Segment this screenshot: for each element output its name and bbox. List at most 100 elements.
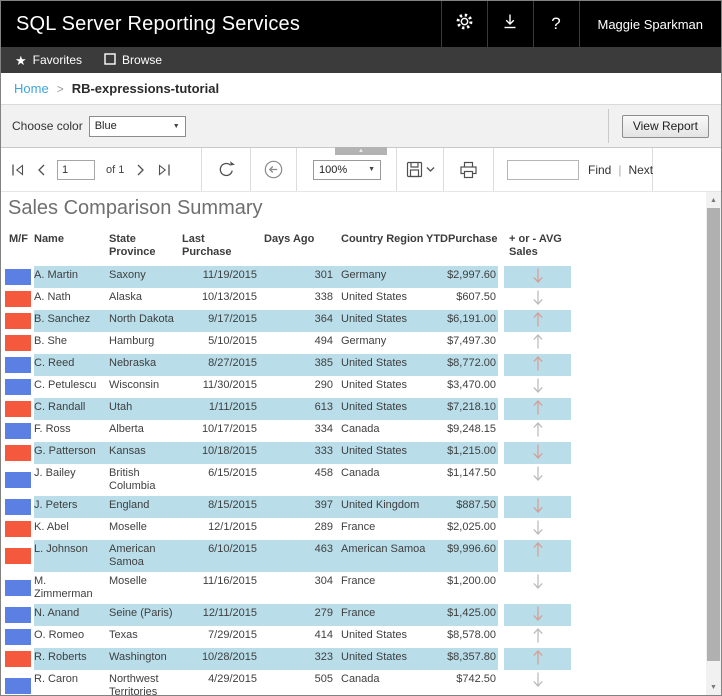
female-indicator bbox=[5, 401, 31, 417]
cell-name: C. Randall bbox=[34, 401, 86, 413]
zoom-select[interactable]: 100% ▼ bbox=[313, 159, 381, 180]
last-page-button[interactable] bbox=[156, 163, 172, 177]
settings-button[interactable] bbox=[440, 1, 487, 47]
cell-name: F. Ross bbox=[34, 423, 71, 435]
cell-ytd: $2,997.60 bbox=[447, 269, 496, 281]
cell-name: R. Roberts bbox=[34, 651, 87, 663]
cell-state: Wisconsin bbox=[109, 379, 160, 391]
gender-indicator-cell bbox=[1, 670, 34, 695]
cell-days-ago: 414 bbox=[314, 629, 333, 641]
cell-state: Hamburg bbox=[109, 335, 155, 347]
trend-up-arrow-icon bbox=[504, 626, 571, 648]
column-header: State Province bbox=[109, 233, 156, 258]
cell-state: Utah bbox=[109, 401, 133, 413]
vertical-scrollbar[interactable]: ▲ ▼ bbox=[706, 192, 721, 695]
trend-down-arrow-icon bbox=[504, 496, 571, 518]
cell-name: A. Nath bbox=[34, 291, 71, 303]
download-button[interactable] bbox=[486, 1, 533, 47]
scrollbar-thumb[interactable] bbox=[707, 208, 720, 661]
trend-down-arrow-icon bbox=[504, 518, 571, 540]
trend-down-arrow-icon bbox=[504, 572, 571, 604]
scroll-up-icon[interactable]: ▲ bbox=[710, 196, 717, 204]
breadcrumb: Home > RB-expressions-tutorial bbox=[1, 73, 721, 104]
cell-state: Northwest Territories bbox=[109, 673, 159, 695]
print-group bbox=[444, 148, 494, 191]
favorites-tab[interactable]: ★ Favorites bbox=[4, 47, 93, 73]
cell-last-purchase: 7/29/2015 bbox=[208, 629, 257, 641]
row-main: G. Patterson Kansas 10/18/2015 333 United St… bbox=[34, 442, 498, 464]
parameter-bar: Choose color Blue ▼ View Report bbox=[1, 104, 721, 148]
previous-page-button[interactable] bbox=[35, 163, 47, 177]
table-row: R. Caron Northwest Territories 4/29/2015 50… bbox=[1, 670, 571, 695]
table-row: J. Bailey British Columbia 6/15/2015 458 Can… bbox=[1, 464, 571, 496]
pagination-group: of 1 bbox=[1, 148, 202, 191]
cell-days-ago: 505 bbox=[314, 673, 333, 685]
choose-color-select[interactable]: Blue ▼ bbox=[88, 115, 186, 137]
chevron-down-icon: ▼ bbox=[368, 166, 375, 173]
table-row: A. Martin Saxony 11/19/2015 301 Germany $2,99… bbox=[1, 266, 571, 288]
cell-country: American Samoa bbox=[341, 543, 426, 555]
cell-ytd: $742.50 bbox=[456, 673, 496, 685]
trend-up-arrow-icon bbox=[504, 540, 571, 572]
zoom-value: 100% bbox=[319, 163, 348, 176]
cell-ytd: $8,772.00 bbox=[447, 357, 496, 369]
parameter-collapse-handle[interactable]: ▲ bbox=[335, 147, 387, 155]
cell-country: Canada bbox=[341, 673, 380, 685]
cell-state: Moselle bbox=[109, 521, 147, 533]
gender-indicator-cell bbox=[1, 540, 34, 572]
cell-days-ago: 289 bbox=[314, 521, 333, 533]
cell-country: France bbox=[341, 521, 376, 533]
cell-state: British Columbia bbox=[109, 467, 156, 492]
browse-tab[interactable]: Browse bbox=[93, 47, 173, 73]
table-row: M. Zimmerman Moselle 11/16/2015 304 France $1… bbox=[1, 572, 571, 604]
back-icon[interactable] bbox=[263, 159, 284, 180]
cell-last-purchase: 11/30/2015 bbox=[202, 379, 257, 391]
scroll-down-icon[interactable]: ▼ bbox=[710, 683, 717, 691]
user-menu[interactable]: Maggie Sparkman bbox=[578, 1, 722, 47]
column-header: Country Region bbox=[341, 233, 424, 245]
cell-country: Germany bbox=[341, 335, 387, 347]
table-row: A. Nath Alaska 10/13/2015 338 United States $… bbox=[1, 288, 571, 310]
gender-indicator-cell bbox=[1, 354, 34, 376]
cell-last-purchase: 10/18/2015 bbox=[201, 445, 257, 457]
cell-last-purchase: 10/13/2015 bbox=[201, 291, 257, 303]
page-number-input[interactable] bbox=[57, 159, 95, 180]
cell-ytd: $2,025.00 bbox=[447, 521, 496, 533]
row-main: R. Caron Northwest Territories 4/29/2015 50… bbox=[34, 670, 498, 695]
view-report-button[interactable]: View Report bbox=[621, 114, 709, 138]
cell-last-purchase: 4/29/2015 bbox=[208, 673, 257, 685]
row-main: N. Anand Seine (Paris) 12/11/2015 279 France… bbox=[34, 604, 498, 626]
refresh-icon[interactable] bbox=[216, 159, 237, 180]
next-page-button[interactable] bbox=[135, 163, 147, 177]
cell-name: L. Johnson bbox=[34, 543, 88, 555]
export-chevron-icon[interactable] bbox=[426, 166, 435, 173]
cell-state: Alberta bbox=[109, 423, 144, 435]
breadcrumb-home-link[interactable]: Home bbox=[14, 81, 49, 96]
trend-down-arrow-icon bbox=[504, 670, 571, 695]
printer-icon[interactable] bbox=[459, 161, 478, 179]
cell-days-ago: 334 bbox=[314, 423, 333, 435]
find-link[interactable]: Find bbox=[588, 162, 612, 177]
star-icon: ★ bbox=[15, 52, 27, 68]
cell-name: M. Zimmerman bbox=[34, 575, 93, 600]
row-main: C. Petulescu Wisconsin 11/30/2015 290 United… bbox=[34, 376, 498, 398]
cell-last-purchase: 1/11/2015 bbox=[208, 401, 257, 413]
table-row: O. Romeo Texas 7/29/2015 414 United States $8… bbox=[1, 626, 571, 648]
gender-indicator-cell bbox=[1, 266, 34, 288]
row-main: J. Peters England 8/15/2015 397 United Kingd… bbox=[34, 496, 498, 518]
cell-days-ago: 304 bbox=[314, 575, 333, 587]
first-page-button[interactable] bbox=[10, 163, 26, 177]
table-row: N. Anand Seine (Paris) 12/11/2015 279 France… bbox=[1, 604, 571, 626]
row-main: C. Reed Nebraska 8/27/2015 385 United States… bbox=[34, 354, 498, 376]
cell-state: Alaska bbox=[109, 291, 143, 303]
back-group bbox=[251, 148, 297, 191]
help-button[interactable]: ? bbox=[532, 1, 579, 47]
gender-indicator-cell bbox=[1, 604, 34, 626]
cell-ytd: $1,147.50 bbox=[447, 467, 496, 479]
cell-name: G. Patterson bbox=[34, 445, 96, 457]
cell-country: Canada bbox=[341, 467, 380, 479]
save-export-icon[interactable] bbox=[406, 161, 423, 178]
browse-icon bbox=[104, 52, 116, 68]
next-link[interactable]: Next bbox=[628, 162, 654, 177]
find-input[interactable] bbox=[507, 159, 579, 180]
